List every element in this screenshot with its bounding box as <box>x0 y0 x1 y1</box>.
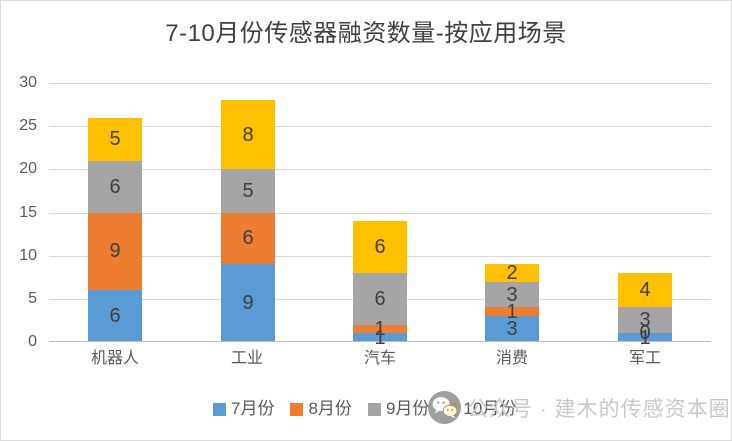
legend: 7月份 8月份 9月份 10月份 <box>213 400 516 418</box>
legend-label-8月份: 8月份 <box>308 399 352 418</box>
y-tick-label-10: 10 <box>19 247 37 264</box>
legend-label-10月份: 10月份 <box>463 399 517 418</box>
data-label-机器人-10月份: 5 <box>109 128 121 151</box>
segment-消费-8月份: 1 <box>485 302 539 322</box>
y-axis: 0 5 10 15 20 25 30 <box>1 75 43 350</box>
x-tick-label-机器人: 机器人 <box>90 350 139 367</box>
segment-军工-9月份: 3 <box>618 307 672 334</box>
data-label-消费-7月份: 3 <box>506 318 518 341</box>
segment-消费-10月份: 2 <box>485 261 539 284</box>
data-label-军工-7月份: 1 <box>639 326 651 349</box>
data-label-汽车-10月份: 6 <box>374 236 386 259</box>
x-axis-line <box>49 341 711 342</box>
gridline-y-20 <box>49 169 711 170</box>
segment-工业-7月份: 9 <box>221 264 275 342</box>
y-tick-label-15: 15 <box>19 204 37 221</box>
y-tick-label-5: 5 <box>28 290 37 307</box>
legend-swatch-10月份 <box>445 402 459 416</box>
data-label-机器人-9月份: 6 <box>109 175 121 198</box>
x-tick-label-工业: 工业 <box>230 350 263 367</box>
segment-汽车-7月份: 1 <box>353 328 407 348</box>
legend-swatch-9月份 <box>367 402 381 416</box>
x-tick-label-汽车: 汽车 <box>363 350 396 367</box>
y-tick-label-20: 20 <box>19 160 37 177</box>
segment-汽车-9月份: 6 <box>353 272 407 325</box>
legend-item-8月份: 8月份 <box>290 399 352 418</box>
segment-机器人-10月份: 5 <box>88 117 142 161</box>
data-label-工业-9月份: 5 <box>242 179 254 202</box>
segment-消费-7月份: 3 <box>485 316 539 342</box>
data-label-消费-10月份: 2 <box>506 261 518 284</box>
x-tick-label-消费: 消费 <box>495 350 528 367</box>
data-label-工业-10月份: 8 <box>242 123 254 146</box>
bar-工业: 9 6 5 8 <box>221 83 275 342</box>
segment-消费-9月份: 3 <box>485 281 539 308</box>
y-tick-label-25: 25 <box>19 117 37 134</box>
data-label-汽车-8月份: 1 <box>374 318 386 341</box>
segment-机器人-9月份: 6 <box>88 160 142 213</box>
gridline-y-30 <box>49 83 711 84</box>
chart-title: 7-10月份传感器融资数量-按应用场景 <box>165 20 567 47</box>
data-label-消费-9月份: 3 <box>506 283 518 306</box>
segment-工业-8月份: 6 <box>221 212 275 265</box>
bar-机器人: 6 9 6 5 <box>88 83 142 342</box>
segment-汽车-10月份: 6 <box>353 221 407 273</box>
data-label-军工-9月份: 3 <box>639 309 651 332</box>
segment-军工-7月份: 1 <box>618 328 672 348</box>
data-label-汽车-9月份: 6 <box>374 287 386 310</box>
data-label-工业-8月份: 6 <box>242 227 254 250</box>
legend-item-7月份: 7月份 <box>213 400 274 418</box>
segment-工业-9月份: 5 <box>221 169 275 213</box>
x-axis: 机器人 工业 汽车 消费 军工 <box>49 349 711 371</box>
legend-swatch-8月份 <box>290 402 304 416</box>
segment-军工-10月份: 4 <box>618 272 672 308</box>
segment-机器人-8月份: 9 <box>88 212 142 291</box>
data-label-机器人-7月份: 6 <box>109 305 121 328</box>
legend-item-10月份: 10月份 <box>445 400 516 418</box>
legend-label-9月份: 9月份 <box>385 399 430 418</box>
y-tick-label-30: 30 <box>19 74 37 91</box>
data-label-消费-8月份: 1 <box>506 300 518 323</box>
segment-工业-10月份: 8 <box>221 100 275 170</box>
gridline-y-15 <box>49 213 711 214</box>
segment-汽车-8月份: 1 <box>353 319 407 339</box>
data-label-工业-7月份: 9 <box>242 292 254 315</box>
data-label-机器人-8月份: 9 <box>109 240 121 263</box>
gridline-y-25 <box>49 126 711 127</box>
x-tick-label-军工: 军工 <box>628 350 661 367</box>
data-label-汽车-7月份: 1 <box>374 326 386 349</box>
segment-机器人-7月份: 6 <box>88 290 142 342</box>
data-label-军工-8月份: 0 <box>639 322 651 345</box>
legend-swatch-7月份 <box>213 402 226 416</box>
legend-label-7月份: 7月份 <box>231 399 275 418</box>
y-tick-label-0: 0 <box>28 333 37 350</box>
legend-item-9月份: 9月份 <box>367 399 430 418</box>
data-label-军工-10月份: 4 <box>639 279 651 302</box>
